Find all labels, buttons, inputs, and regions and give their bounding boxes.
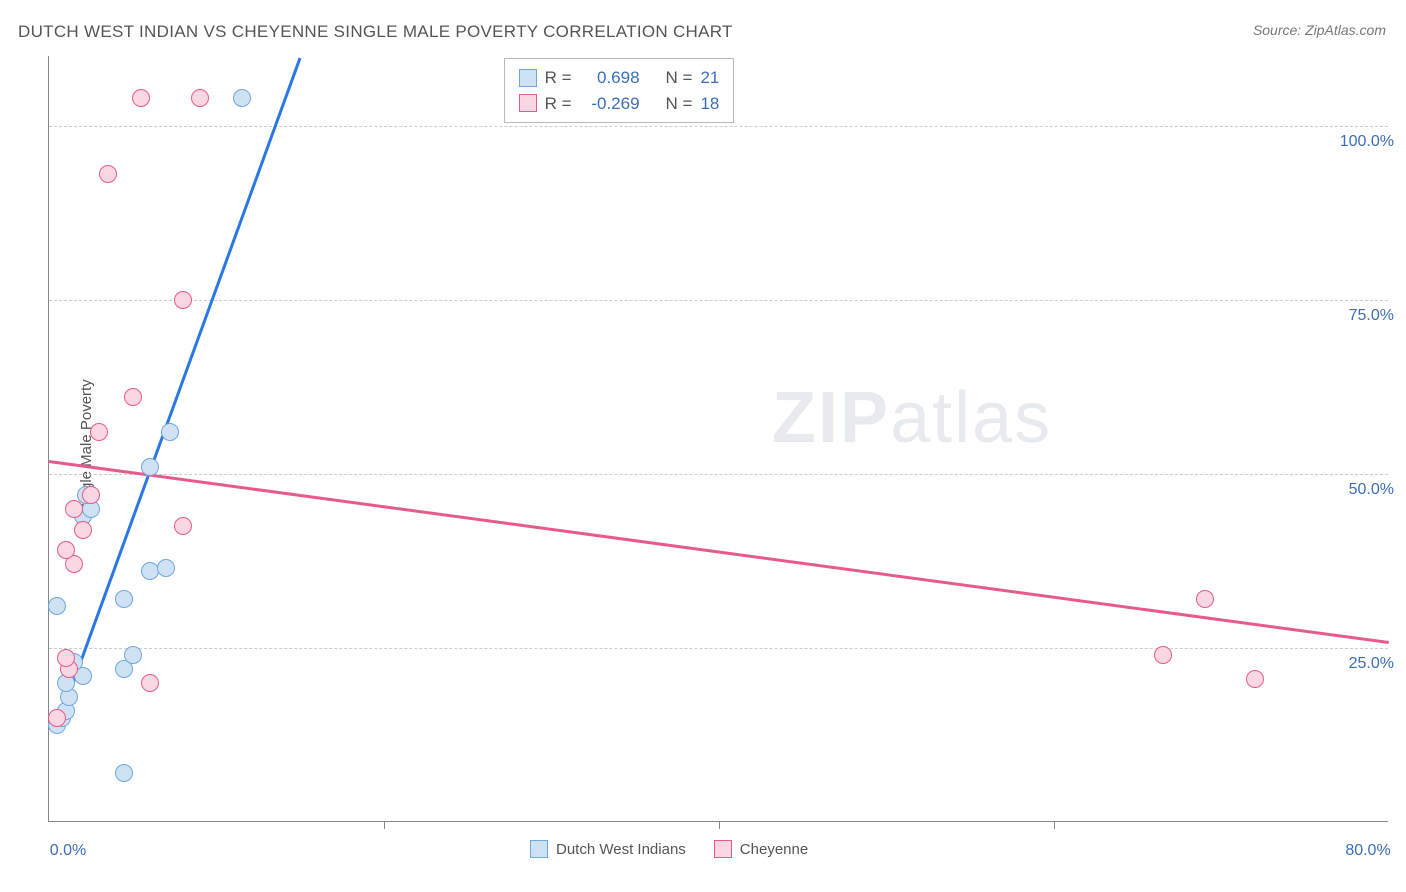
chart-title: DUTCH WEST INDIAN VS CHEYENNE SINGLE MAL… (18, 22, 733, 42)
y-tick-label: 100.0% (1340, 133, 1394, 151)
data-point (57, 541, 75, 559)
data-point (233, 89, 251, 107)
r-label: R = (545, 65, 572, 91)
legend-label: Dutch West Indians (556, 841, 686, 858)
stats-legend-row: R = 0.698 N = 21 (519, 65, 720, 91)
legend-swatch (519, 69, 537, 87)
r-value: -0.269 (580, 91, 640, 117)
x-tick-label: 80.0% (1345, 842, 1390, 860)
legend-item: Cheyenne (714, 840, 808, 858)
legend-swatch (530, 840, 548, 858)
data-point (74, 521, 92, 539)
data-point (174, 291, 192, 309)
legend-swatch (714, 840, 732, 858)
chart-container: DUTCH WEST INDIAN VS CHEYENNE SINGLE MAL… (0, 0, 1406, 892)
data-point (1154, 646, 1172, 664)
data-point (141, 458, 159, 476)
data-point (57, 649, 75, 667)
watermark-light: atlas (890, 378, 1052, 458)
grid-line (49, 648, 1388, 649)
trend-line (56, 57, 301, 726)
data-point (82, 486, 100, 504)
data-point (115, 764, 133, 782)
x-tick-label: 0.0% (50, 842, 86, 860)
data-point (90, 423, 108, 441)
data-point (157, 559, 175, 577)
n-value: 21 (700, 65, 719, 91)
r-value: 0.698 (580, 65, 640, 91)
grid-line (49, 474, 1388, 475)
data-point (161, 423, 179, 441)
grid-line (49, 300, 1388, 301)
data-point (48, 709, 66, 727)
data-point (1196, 590, 1214, 608)
data-point (132, 89, 150, 107)
series-legend: Dutch West Indians Cheyenne (530, 840, 808, 858)
data-point (115, 590, 133, 608)
trend-line (49, 460, 1389, 644)
data-point (141, 674, 159, 692)
watermark-bold: ZIP (772, 378, 890, 458)
watermark: ZIPatlas (772, 377, 1052, 459)
legend-label: Cheyenne (740, 841, 808, 858)
r-label: R = (545, 91, 572, 117)
data-point (124, 646, 142, 664)
data-point (124, 388, 142, 406)
source-label: Source: ZipAtlas.com (1253, 22, 1386, 38)
stats-legend: R = 0.698 N = 21 R = -0.269 N = 18 (504, 58, 735, 123)
n-label: N = (666, 91, 693, 117)
x-tick (719, 821, 720, 829)
legend-swatch (519, 94, 537, 112)
data-point (99, 165, 117, 183)
data-point (141, 562, 159, 580)
n-label: N = (666, 65, 693, 91)
y-tick-label: 25.0% (1349, 655, 1394, 673)
legend-item: Dutch West Indians (530, 840, 686, 858)
data-point (174, 517, 192, 535)
y-tick-label: 75.0% (1349, 307, 1394, 325)
x-tick (384, 821, 385, 829)
plot-area: ZIPatlas (48, 56, 1388, 822)
n-value: 18 (700, 91, 719, 117)
data-point (48, 597, 66, 615)
x-tick (1054, 821, 1055, 829)
data-point (191, 89, 209, 107)
y-tick-label: 50.0% (1349, 481, 1394, 499)
data-point (1246, 670, 1264, 688)
data-point (65, 500, 83, 518)
grid-line (49, 126, 1388, 127)
stats-legend-row: R = -0.269 N = 18 (519, 91, 720, 117)
